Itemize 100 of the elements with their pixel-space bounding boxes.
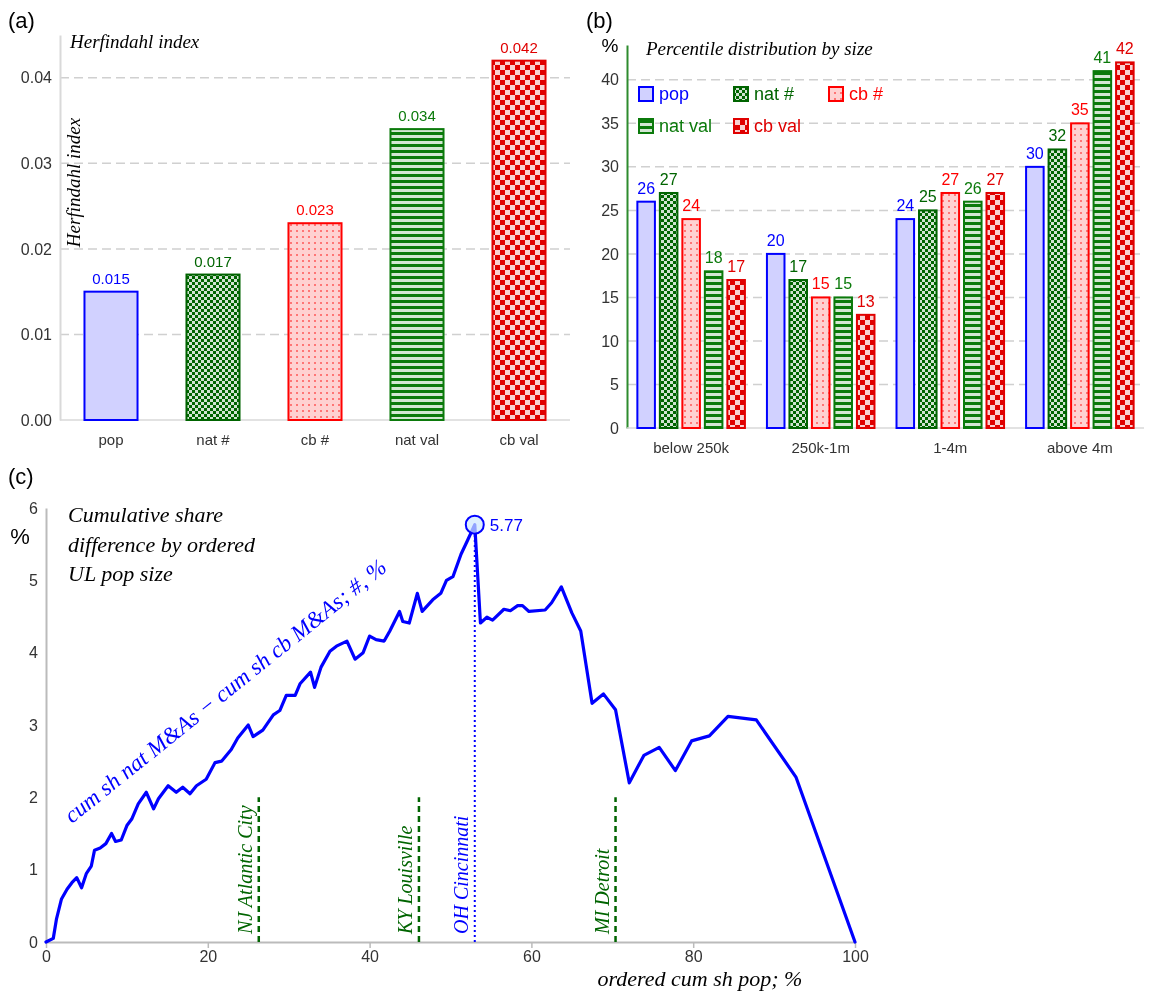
data-label: 0.034 bbox=[398, 107, 436, 125]
data-label: 32 bbox=[1048, 127, 1067, 145]
data-label: 27 bbox=[941, 170, 960, 188]
data-label: 25 bbox=[918, 188, 937, 206]
ref-line-label: KY Louisville bbox=[393, 825, 416, 935]
text: nat val bbox=[659, 116, 713, 136]
bar bbox=[985, 191, 1006, 429]
data-label: 15 bbox=[811, 275, 830, 293]
data-label: 26 bbox=[637, 179, 656, 197]
data-label: 17 bbox=[727, 258, 746, 276]
y-tick-label: 3 bbox=[29, 716, 39, 734]
data-label: 15 bbox=[834, 275, 853, 293]
x-tick-label: below 250k bbox=[653, 439, 730, 456]
bar bbox=[1025, 165, 1045, 429]
y-tick-label: 5 bbox=[610, 376, 620, 394]
bar bbox=[788, 279, 808, 429]
data-label: 35 bbox=[1070, 101, 1089, 119]
y-tick-label: 25 bbox=[601, 202, 620, 220]
y-tick-label: 15 bbox=[601, 289, 620, 307]
y-tick-label: 6 bbox=[29, 499, 39, 517]
y-axis-title: Herfindahl index bbox=[63, 117, 84, 249]
x-tick-label: nat # bbox=[196, 431, 231, 448]
bar bbox=[765, 252, 786, 429]
bar bbox=[658, 191, 679, 429]
y-tick-label: 35 bbox=[601, 114, 620, 132]
bar bbox=[726, 279, 746, 429]
y-axis-title: % bbox=[10, 524, 30, 549]
bar bbox=[681, 218, 701, 429]
bar bbox=[810, 296, 831, 429]
chart-title: Herfindahl index bbox=[69, 31, 200, 52]
data-label: 0.015 bbox=[92, 269, 130, 287]
bar bbox=[1047, 148, 1068, 429]
bar bbox=[1115, 61, 1135, 429]
bar bbox=[83, 290, 139, 421]
x-tick-label: 40 bbox=[361, 948, 380, 966]
data-label: 13 bbox=[856, 292, 875, 310]
text: (a) bbox=[8, 8, 35, 33]
data-label: 30 bbox=[1025, 144, 1044, 162]
y-tick-label: 40 bbox=[601, 71, 620, 89]
y-tick-label: 0.04 bbox=[20, 69, 53, 87]
x-tick-label: above 4m bbox=[1046, 439, 1113, 456]
y-tick-label: 30 bbox=[601, 158, 620, 176]
bar bbox=[389, 128, 445, 421]
data-label: 0.017 bbox=[194, 252, 232, 270]
data-label: 27 bbox=[659, 170, 678, 188]
data-label: 42 bbox=[1115, 40, 1134, 58]
text: (c) bbox=[8, 464, 34, 489]
data-label: 24 bbox=[896, 197, 915, 215]
x-tick-label: cb # bbox=[300, 431, 330, 448]
y-tick-label: 0.02 bbox=[20, 240, 53, 258]
y-tick-label: 0 bbox=[29, 933, 39, 951]
ref-line-label: NJ Atlantic City bbox=[233, 805, 257, 935]
y-tick-label: 5 bbox=[29, 571, 39, 589]
chart-title: Percentile distribution by size bbox=[645, 38, 873, 59]
bar bbox=[918, 209, 938, 429]
data-label: 0.023 bbox=[296, 201, 334, 219]
y-tick-label: 20 bbox=[601, 245, 620, 263]
bar bbox=[1070, 122, 1090, 429]
y-tick-label: 10 bbox=[601, 332, 620, 350]
x-axis-title: ordered cum sh pop; % bbox=[597, 966, 803, 991]
x-tick-label: 80 bbox=[684, 948, 703, 966]
bar bbox=[703, 270, 724, 429]
y-tick-label: 0.00 bbox=[20, 411, 53, 429]
text: cb # bbox=[849, 84, 884, 104]
x-tick-label: nat val bbox=[394, 431, 440, 448]
y-tick-label: 2 bbox=[29, 788, 39, 806]
y-tick-label: 0 bbox=[610, 419, 620, 437]
text: cb val bbox=[754, 116, 802, 136]
bar bbox=[940, 191, 961, 429]
x-tick-label: cb val bbox=[499, 431, 539, 448]
x-tick-label: 1-4m bbox=[933, 439, 968, 456]
bar bbox=[636, 200, 656, 429]
bar bbox=[855, 313, 876, 429]
x-tick-label: 100 bbox=[842, 948, 869, 966]
bar bbox=[491, 59, 547, 421]
x-tick-label: pop bbox=[98, 431, 124, 448]
data-label: 26 bbox=[963, 179, 982, 197]
ref-line-label: MI Detroit bbox=[590, 848, 613, 935]
y-tick-label: 0.01 bbox=[20, 326, 53, 344]
bar bbox=[1092, 70, 1113, 429]
data-label: 0.042 bbox=[500, 38, 538, 56]
data-label: 41 bbox=[1093, 49, 1112, 67]
y-tick-label: 1 bbox=[29, 861, 39, 879]
text: Cumulative share difference by ordered UL pop size bbox=[68, 502, 256, 587]
y-tick-label: 4 bbox=[29, 644, 39, 662]
bar bbox=[287, 222, 343, 421]
text: (b) bbox=[586, 8, 613, 33]
y-tick-label: 0.03 bbox=[20, 154, 53, 172]
bar bbox=[963, 200, 983, 429]
x-tick-label: 250k-1m bbox=[791, 439, 850, 456]
bar bbox=[185, 273, 241, 421]
bar bbox=[895, 218, 916, 429]
text: nat # bbox=[754, 84, 795, 104]
data-label: 27 bbox=[986, 170, 1005, 188]
x-tick-label: 60 bbox=[523, 948, 541, 966]
data-label: 17 bbox=[789, 258, 808, 276]
x-tick-label: 20 bbox=[199, 948, 218, 966]
data-label: 18 bbox=[704, 249, 723, 267]
data-label: 24 bbox=[682, 197, 701, 215]
text: pop bbox=[659, 84, 690, 104]
